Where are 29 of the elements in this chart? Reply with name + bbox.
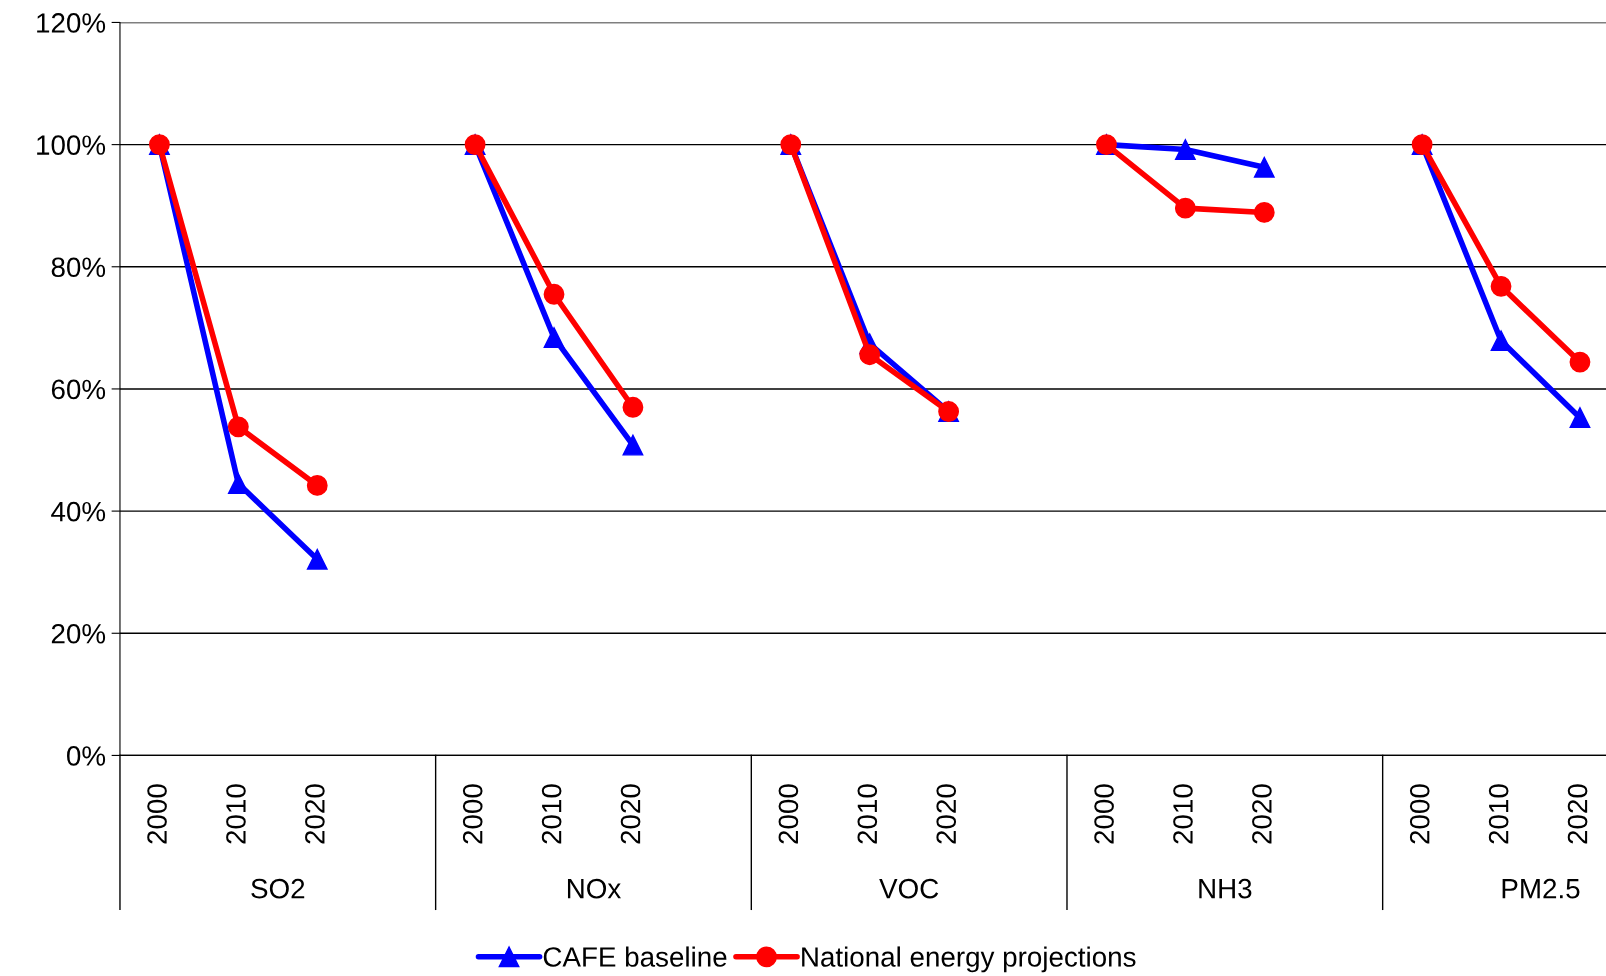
x-tick-label: 2020: [305, 784, 325, 844]
x-tick-label: 2020: [1252, 784, 1272, 844]
y-tick-label: 80%: [51, 257, 106, 278]
x-tick-label: 2020: [936, 784, 957, 844]
legend-label: National energy projections: [802, 946, 1136, 973]
x-tick-label: 2020: [620, 784, 641, 844]
x-tick-label: 2010: [226, 784, 246, 844]
y-tick-label: 0%: [67, 746, 106, 766]
y-tick-label: 40%: [51, 501, 106, 522]
x-tick-label: 2010: [857, 784, 878, 844]
x-tick-label: 2010: [1173, 784, 1193, 844]
text: SO2: [251, 878, 305, 899]
text: PM2.5: [1502, 878, 1580, 899]
legend-label: CAFE baseline: [543, 946, 727, 967]
text: VOC: [879, 878, 939, 899]
x-tick-label: 2020: [1567, 784, 1588, 844]
text: NH3: [1199, 878, 1252, 899]
x-tick-label: 2000: [1409, 784, 1430, 844]
x-tick-label: 2010: [541, 784, 562, 844]
y-tick-label: 60%: [51, 379, 106, 400]
y-tick-label: 100%: [37, 135, 106, 155]
x-tick-label: 2010: [1488, 784, 1509, 844]
y-tick-label: 120%: [37, 13, 106, 33]
y-tick-label: 20%: [51, 623, 106, 644]
x-tick-label: 2000: [147, 784, 167, 844]
text: NOx: [567, 878, 621, 899]
x-tick-label: 2000: [1094, 784, 1114, 844]
x-tick-label: 2000: [462, 784, 483, 844]
x-tick-label: 2000: [778, 784, 799, 844]
